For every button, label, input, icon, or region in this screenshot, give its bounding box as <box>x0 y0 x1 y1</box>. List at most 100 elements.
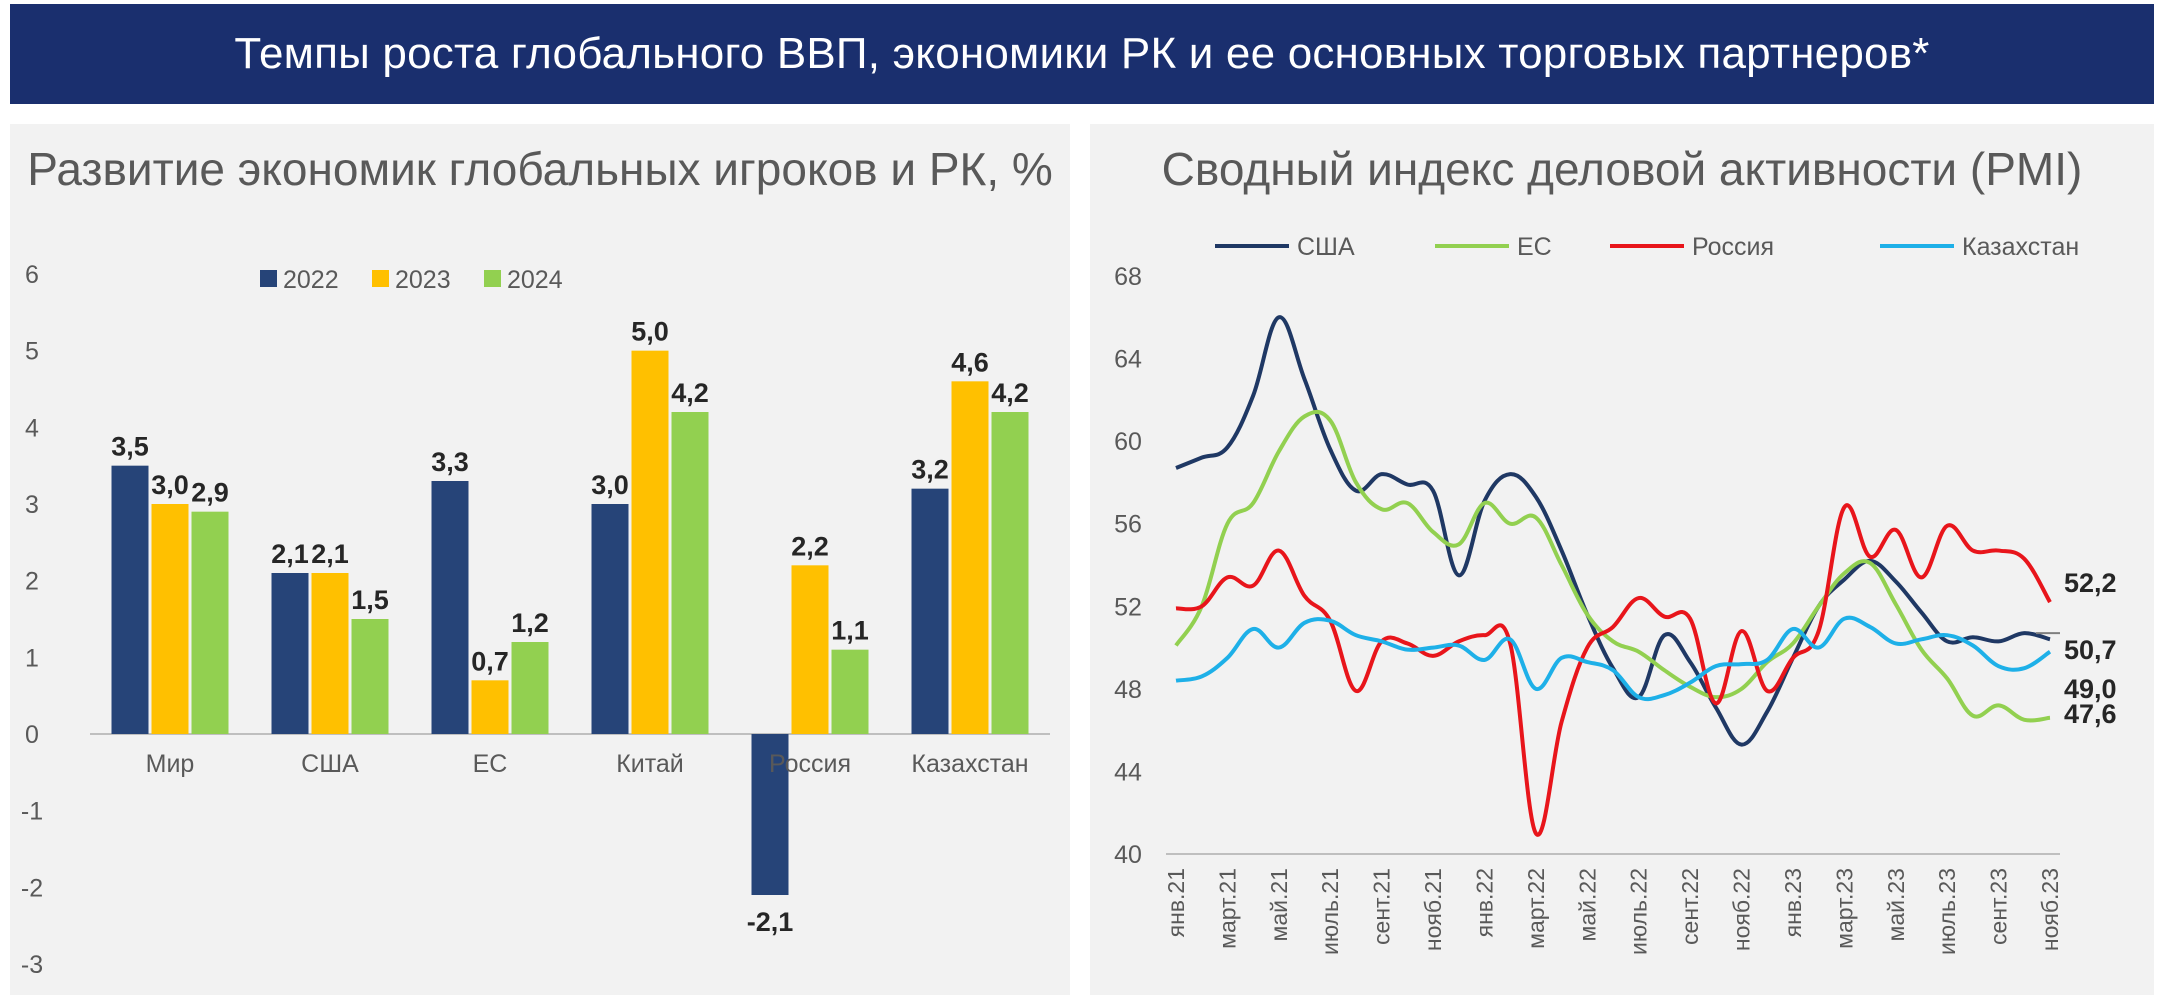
legend-swatch <box>260 270 277 287</box>
y-tick-label: 68 <box>1114 263 1142 291</box>
bar <box>311 573 349 734</box>
x-tick-label: март.23 <box>1831 868 1857 949</box>
bar <box>751 734 789 895</box>
bar <box>671 412 709 734</box>
y-tick-label: -3 <box>21 951 43 979</box>
pmi-line-chart: 68 64 60 56 52 48 44 40 янв.21 март.21 май.21 июль.… <box>1114 233 2117 955</box>
y-tick-label: -1 <box>21 798 43 826</box>
data-label: 5,0 <box>631 317 669 347</box>
bar <box>151 504 189 734</box>
y-tick-label: 48 <box>1114 676 1142 704</box>
bar <box>431 481 469 734</box>
x-tick-label: май.21 <box>1266 868 1292 941</box>
x-tick-label: июль.23 <box>1934 868 1960 955</box>
gdp-chart-title: Развитие экономик глобальных игроков и Р… <box>27 143 1053 195</box>
bar <box>791 565 829 734</box>
series-line <box>1175 615 2052 702</box>
bar <box>191 511 229 734</box>
data-label: 3,5 <box>111 432 149 462</box>
category-label: Китай <box>616 750 684 778</box>
x-tick-label: сент.21 <box>1369 868 1395 945</box>
data-label: 3,2 <box>911 455 949 485</box>
category-label: Казахстан <box>911 750 1028 778</box>
legend-label: Казахстан <box>1962 233 2079 261</box>
x-tick-label: март.21 <box>1214 868 1240 949</box>
y-tick-label: 5 <box>25 338 39 366</box>
x-tick-label: нояб.22 <box>1729 868 1755 951</box>
x-tick-label: июль.22 <box>1626 868 1652 955</box>
x-tick-label: сент.22 <box>1677 868 1703 945</box>
x-tick-label: нояб.23 <box>2037 868 2063 951</box>
legend-label: 2024 <box>507 266 563 294</box>
bar <box>111 465 149 734</box>
end-value-label: 50,7 <box>2064 635 2117 665</box>
bar <box>631 350 669 734</box>
data-label: 2,1 <box>311 539 349 569</box>
y-tick-label: 1 <box>25 644 39 672</box>
y-tick-label: 3 <box>25 491 39 519</box>
legend-swatch <box>484 270 501 287</box>
bar <box>951 381 989 734</box>
bar <box>911 488 949 734</box>
category-label: Мир <box>146 750 195 778</box>
legend-label: 2022 <box>283 266 339 294</box>
data-label: 4,2 <box>671 378 709 408</box>
end-value-label: 52,2 <box>2064 568 2117 598</box>
data-label: 4,6 <box>951 347 989 377</box>
category-label: США <box>301 750 359 778</box>
data-label: -2,1 <box>747 907 794 937</box>
bar <box>591 504 629 734</box>
x-tick-label: июль.21 <box>1317 868 1343 955</box>
series-line <box>1175 315 2051 747</box>
pmi-chart-panel: Сводный индекс деловой активности (PMI) … <box>1090 124 2154 995</box>
bar <box>271 573 309 734</box>
data-label: 2,1 <box>271 539 309 569</box>
header-banner: Темпы роста глобального ВВП, экономики Р… <box>10 4 2154 104</box>
gdp-chart-panel: Развитие экономик глобальных игроков и Р… <box>10 124 1070 995</box>
y-tick-label: 56 <box>1114 511 1142 539</box>
y-tick-label: 4 <box>25 414 39 442</box>
data-label: 3,0 <box>591 470 629 500</box>
end-value-label: 49,0 <box>2064 674 2117 704</box>
data-label: 2,9 <box>191 478 229 508</box>
y-tick-label: 60 <box>1114 428 1142 456</box>
x-tick-label: янв.23 <box>1780 868 1806 937</box>
category-label: ЕС <box>473 750 508 778</box>
legend-label: Россия <box>1692 233 1774 261</box>
bar <box>471 680 509 734</box>
data-label: 1,1 <box>831 616 869 646</box>
data-label: 4,2 <box>991 378 1029 408</box>
y-tick-label: 44 <box>1114 758 1142 786</box>
legend-swatch <box>372 270 389 287</box>
data-label: 3,3 <box>431 447 469 477</box>
y-tick-label: 0 <box>25 721 39 749</box>
bar <box>351 619 389 734</box>
y-tick-label: 2 <box>25 568 39 596</box>
y-tick-label: 6 <box>25 261 39 289</box>
bar <box>511 642 549 734</box>
legend-label: 2023 <box>395 266 451 294</box>
bar <box>831 649 869 734</box>
data-label: 1,5 <box>351 585 389 615</box>
legend-label: США <box>1297 233 1355 261</box>
x-tick-label: янв.21 <box>1163 868 1189 937</box>
data-label: 0,7 <box>471 646 509 676</box>
x-tick-label: сент.23 <box>1986 868 2012 945</box>
y-tick-label: 40 <box>1114 841 1142 869</box>
bar <box>991 412 1029 734</box>
data-label: 3,0 <box>151 470 189 500</box>
x-tick-label: нояб.21 <box>1420 868 1446 951</box>
data-label: 2,2 <box>791 531 829 561</box>
x-tick-label: янв.22 <box>1471 868 1497 937</box>
end-value-label: 47,6 <box>2064 699 2117 729</box>
x-tick-label: март.22 <box>1523 868 1549 949</box>
category-label: Россия <box>769 750 851 778</box>
series-line <box>1174 409 2051 723</box>
legend-label: ЕС <box>1517 233 1552 261</box>
pmi-chart-title: Сводный индекс деловой активности (PMI) <box>1161 143 2083 195</box>
page-title: Темпы роста глобального ВВП, экономики Р… <box>234 29 1930 78</box>
y-tick-label: -2 <box>21 874 43 902</box>
x-tick-label: май.23 <box>1883 868 1909 941</box>
x-tick-label: май.22 <box>1574 868 1600 941</box>
